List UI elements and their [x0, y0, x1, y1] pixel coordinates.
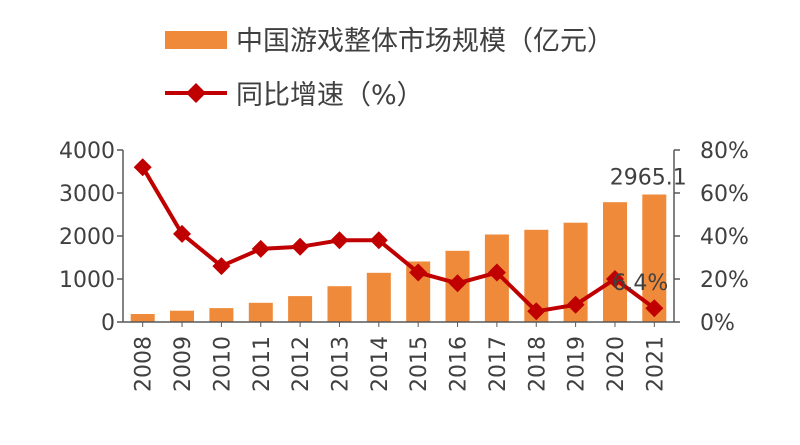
left-tick-label: 3000 [59, 182, 115, 207]
bar-2011 [248, 302, 273, 322]
line-series [133, 158, 664, 321]
point-2019 [566, 295, 585, 314]
legend-swatch-bar [165, 31, 227, 49]
x-tick-label-2021: 2021 [643, 336, 668, 392]
point-2012 [291, 237, 310, 256]
point-2008 [133, 158, 152, 177]
legend-marker-diamond [186, 83, 206, 103]
point-2011 [251, 239, 270, 258]
legend: 中国游戏整体市场规模（亿元） 同比增速（%） [165, 26, 614, 111]
bar-value-label: 2965.1 [610, 166, 687, 191]
x-tick-label-2010: 2010 [210, 336, 235, 392]
data-labels: 2965.1 6.4% [610, 166, 687, 297]
point-2014 [369, 231, 388, 250]
right-tick-label: 40% [700, 225, 749, 250]
x-tick-label-2018: 2018 [525, 336, 550, 392]
bar-2009 [170, 310, 194, 322]
x-tick-label-2012: 2012 [289, 336, 314, 392]
axes: 0 1000 2000 3000 4000 0% 20% 40% 60% 80% 2008 2009 2… [59, 139, 749, 392]
left-tick-label: 0 [101, 311, 115, 336]
bar-2014 [366, 272, 391, 322]
bar-2020 [603, 202, 627, 322]
x-tick-label-2014: 2014 [368, 336, 393, 392]
point-2017 [487, 263, 506, 282]
x-tick-label-2019: 2019 [565, 336, 590, 392]
x-tick-label-2009: 2009 [171, 336, 196, 392]
bar-2010 [209, 308, 234, 322]
left-tick-label: 1000 [59, 268, 115, 293]
point-2021 [645, 299, 664, 318]
x-tick-label-2020: 2020 [604, 336, 629, 392]
point-2010 [212, 257, 231, 276]
x-tick-label-2017: 2017 [486, 336, 511, 392]
bar-2008 [130, 314, 155, 322]
point-2013 [330, 231, 349, 250]
line-value-label: 6.4% [612, 271, 668, 296]
left-tick-label: 2000 [59, 225, 115, 250]
point-2015 [409, 263, 428, 282]
bar-2012 [288, 296, 313, 322]
right-tick-label: 20% [700, 268, 749, 293]
left-tick-label: 4000 [59, 139, 115, 164]
point-2020 [605, 270, 624, 288]
x-tick-label-2016: 2016 [447, 336, 472, 392]
bar-2013 [327, 286, 352, 322]
point-2018 [527, 302, 546, 321]
x-tick-label-2013: 2013 [328, 336, 353, 392]
legend-label-line: 同比增速（%） [236, 80, 424, 111]
x-tick-label-2015: 2015 [407, 336, 432, 392]
right-tick-label: 0% [700, 311, 735, 336]
x-tick-label-2008: 2008 [132, 336, 157, 392]
point-2009 [173, 224, 192, 243]
right-tick-label: 80% [700, 139, 749, 164]
point-2016 [448, 274, 467, 293]
right-tick-label: 60% [700, 182, 749, 207]
legend-label-bar: 中国游戏整体市场规模（亿元） [236, 26, 614, 57]
x-tick-label-2011: 2011 [250, 336, 275, 392]
